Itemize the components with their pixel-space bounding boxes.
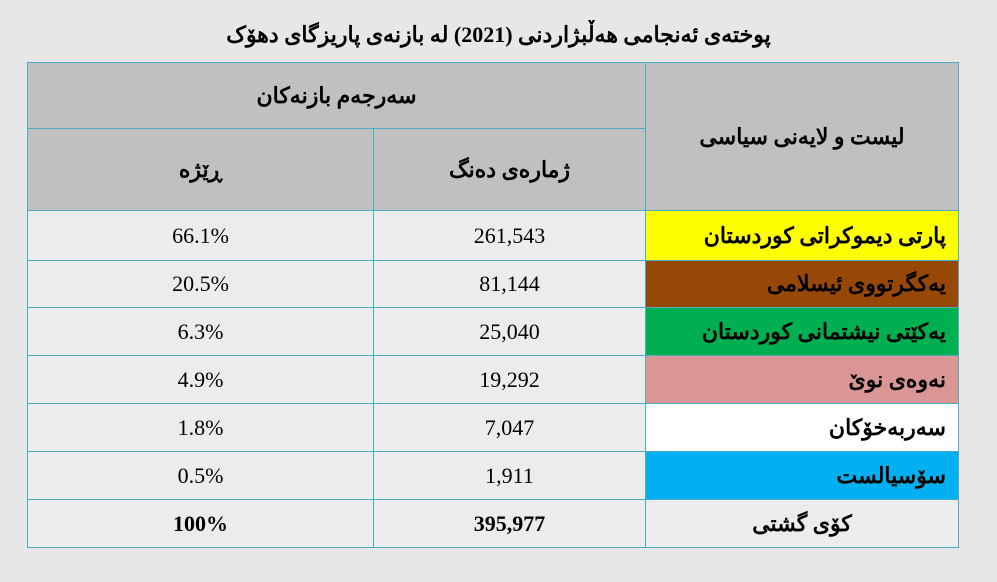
total-share: 100% bbox=[27, 499, 374, 548]
vote-share: 4.9% bbox=[27, 355, 374, 404]
vote-share: 6.3% bbox=[27, 307, 374, 356]
party-name: پارتی دیموکراتی کوردستان bbox=[645, 210, 959, 261]
vote-count: 25,040 bbox=[373, 307, 646, 356]
vote-count: 7,047 bbox=[373, 403, 646, 452]
party-name: سەربەخۆکان bbox=[645, 403, 959, 452]
name-header: لیست و لایەنی سیاسی bbox=[645, 62, 959, 211]
vote-share: 20.5% bbox=[27, 260, 374, 308]
party-name: نەوەی نوێ bbox=[645, 355, 959, 404]
vote-share: 1.8% bbox=[27, 403, 374, 452]
total-label: کۆی گشتی bbox=[645, 499, 959, 548]
group-header: سەرجەم بازنەکان bbox=[27, 62, 646, 129]
total-votes: 395,977 bbox=[373, 499, 646, 548]
vote-share: 0.5% bbox=[27, 451, 374, 500]
vote-count: 261,543 bbox=[373, 210, 646, 261]
vote-count: 19,292 bbox=[373, 355, 646, 404]
party-name: یەکگرتووی ئیسلامی bbox=[645, 260, 959, 308]
vote-count: 81,144 bbox=[373, 260, 646, 308]
party-name: سۆسیالست bbox=[645, 451, 959, 500]
vote-share: 66.1% bbox=[27, 210, 374, 261]
share-header: ڕێژە bbox=[27, 128, 374, 211]
votes-header: ژمارەی دەنگ bbox=[373, 128, 646, 211]
party-name: یەکێتی نیشتمانی کوردستان bbox=[645, 307, 959, 356]
title: پوختەی ئەنجامی هەڵبژاردنی (2021) لە بازن… bbox=[226, 22, 771, 47]
vote-count: 1,911 bbox=[373, 451, 646, 500]
